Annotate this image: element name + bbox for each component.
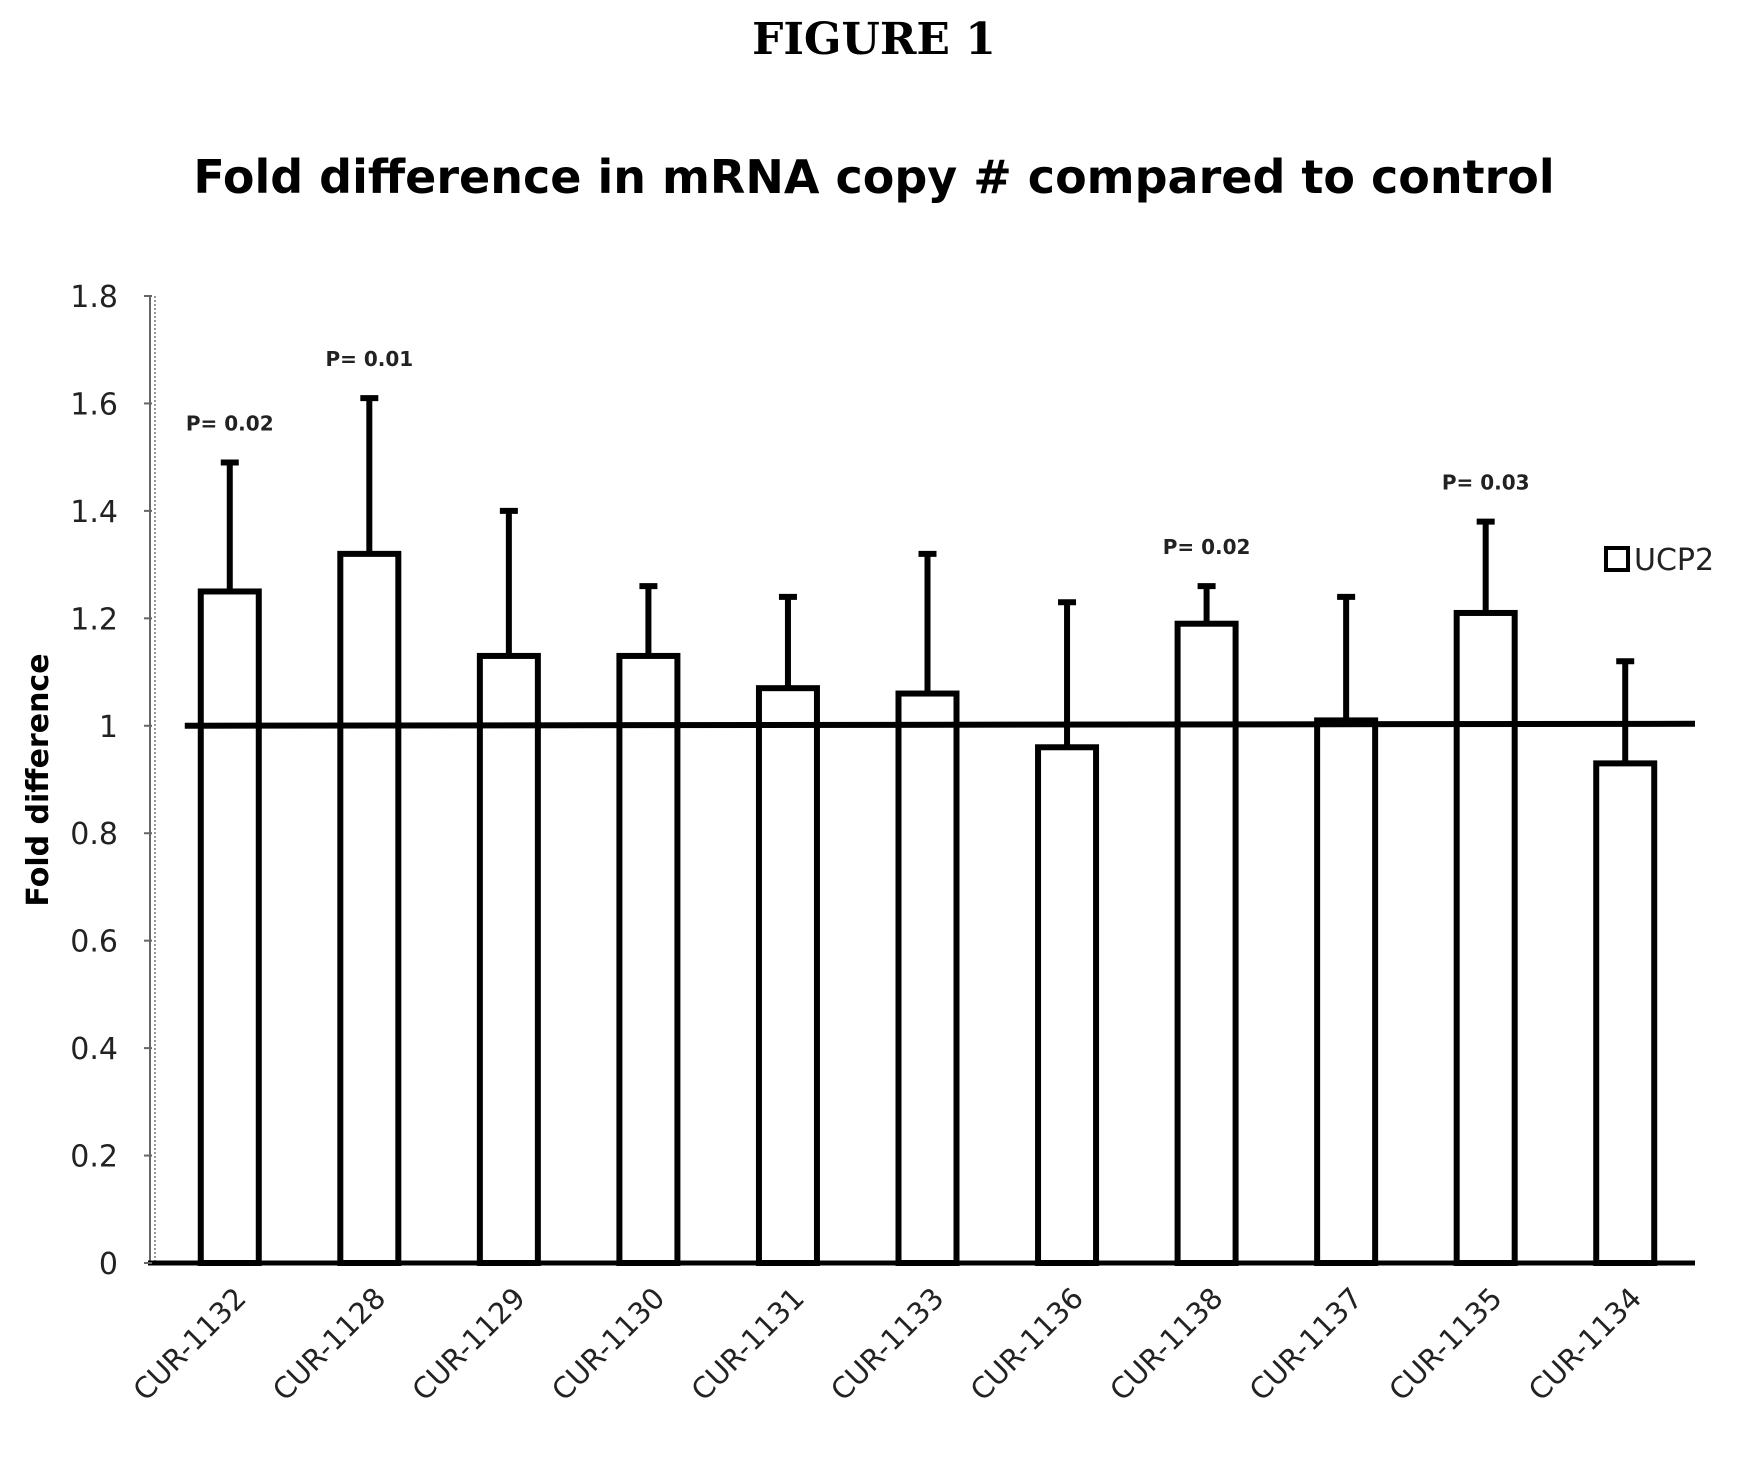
p-value-label: P= 0.03 [1442,471,1530,495]
y-tick-label: 0.8 [70,817,118,852]
bar [759,688,817,1263]
y-tick-label: 0.4 [70,1032,118,1067]
y-tick-label: 1.8 [70,280,118,315]
bar [619,656,677,1263]
bar [1457,613,1515,1263]
p-value-label: P= 0.02 [186,412,274,436]
y-tick-label: 1.4 [70,495,118,530]
p-value-label: P= 0.01 [325,347,413,371]
y-tick-label: 1.2 [70,602,118,637]
y-axis-label: Fold difference [21,653,56,906]
bar [1596,763,1654,1263]
category-label: CUR-1128 [266,1281,392,1407]
bar [201,591,259,1263]
category-label: CUR-1137 [1243,1281,1369,1407]
tick-labels: 0 0.2 0.4 0.6 0.8 1 1.2 1.4 1.6 1.8 [70,280,118,1282]
y-tick-label: 0.2 [70,1140,118,1175]
bar [1178,624,1236,1263]
category-label: CUR-1130 [545,1281,671,1407]
legend: UCP2 [1606,543,1714,578]
legend-label: UCP2 [1634,543,1714,578]
category-label: CUR-1129 [405,1281,531,1407]
bar [1317,720,1375,1263]
bar [480,656,538,1263]
y-tick-label: 1 [99,710,118,745]
category-label: CUR-1132 [126,1281,252,1407]
bar [340,554,398,1263]
category-label: CUR-1133 [824,1281,950,1407]
bar [899,694,957,1263]
category-label: CUR-1134 [1522,1281,1648,1407]
p-value-annotations: P= 0.02 P= 0.01 P= 0.02 P= 0.03 [186,347,1530,559]
p-value-label: P= 0.02 [1163,535,1251,559]
y-tick-label: 0.6 [70,925,118,960]
category-label: CUR-1135 [1382,1281,1508,1407]
category-labels: CUR-1132CUR-1128CUR-1129CUR-1130CUR-1131… [126,1281,1648,1407]
category-label: CUR-1138 [1103,1281,1229,1407]
category-label: CUR-1136 [964,1281,1090,1407]
reference-line [185,724,1695,726]
y-tick-label: 0 [99,1247,118,1282]
bar [1038,747,1096,1263]
legend-swatch [1606,548,1628,570]
y-tick-label: 1.6 [70,387,118,422]
category-label: CUR-1131 [685,1281,811,1407]
bars [185,398,1695,1263]
